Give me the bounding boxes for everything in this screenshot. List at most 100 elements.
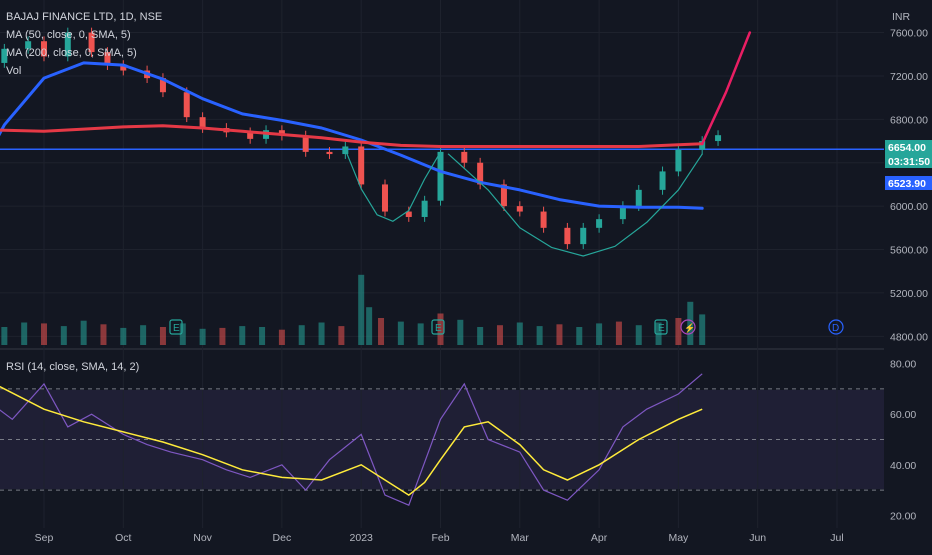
volume-bar [179, 323, 186, 345]
candle-body[interactable] [564, 227, 571, 245]
candle-body[interactable] [675, 149, 682, 172]
volume-bar [140, 325, 147, 345]
candle-body[interactable] [596, 219, 603, 228]
ma50-legend[interactable]: MA (50, close, 0, SMA, 5) [6, 29, 131, 41]
x-tick-label: 2023 [350, 532, 374, 544]
sma-line[interactable] [0, 369, 703, 497]
candle-body[interactable] [477, 162, 484, 185]
candle-body[interactable] [405, 211, 412, 217]
candle-body[interactable] [247, 132, 254, 139]
volume-bar [358, 274, 365, 345]
candle-body[interactable] [715, 135, 722, 142]
rsi-tick-label: 20.00 [890, 510, 916, 522]
svg-text:E: E [435, 323, 442, 334]
volume-bar [417, 323, 424, 345]
candle-body[interactable] [1, 48, 8, 63]
x-tick-label: Nov [193, 532, 212, 544]
volume-bar [635, 325, 642, 345]
volume-bar [699, 314, 706, 345]
volume-bar [675, 318, 682, 345]
candle-body[interactable] [516, 206, 523, 212]
candle-body[interactable] [88, 32, 95, 53]
candle-body[interactable] [358, 146, 365, 185]
volume-bar [615, 321, 622, 345]
candle-body[interactable] [326, 151, 333, 155]
rsi-legend[interactable]: RSI (14, close, SMA, 14, 2) [6, 361, 139, 373]
pattern-arc-2-line[interactable] [447, 153, 703, 257]
candle-body[interactable] [104, 52, 111, 66]
ma-200-close-0-sma-5--line[interactable] [0, 124, 704, 148]
candle-body[interactable] [437, 151, 444, 201]
volume-bar [338, 326, 345, 345]
candle-body[interactable] [64, 32, 71, 57]
candle-body[interactable] [199, 117, 206, 129]
price-plot[interactable] [0, 27, 884, 257]
candle-body[interactable] [635, 189, 642, 207]
countdown-tag [885, 154, 932, 168]
volume-bar [100, 324, 107, 345]
candle-body[interactable] [421, 200, 428, 217]
projection-line[interactable] [700, 31, 752, 146]
rsi-plot[interactable] [0, 369, 703, 506]
volume-bar [437, 313, 444, 345]
volume-bar [556, 324, 563, 345]
earnings-badge[interactable]: E [431, 319, 445, 335]
candle-body[interactable] [580, 227, 587, 245]
candle-body[interactable] [461, 151, 468, 163]
volume-bar [496, 325, 503, 345]
svg-text:D: D [832, 323, 839, 334]
ma-50-close-0-sma-5--line[interactable] [0, 61, 704, 210]
svg-text:⚡: ⚡ [684, 322, 695, 334]
split-badge[interactable]: ⚡ [680, 319, 696, 335]
ma200-legend[interactable]: MA (200, close, 0, SMA, 5) [6, 47, 137, 59]
pattern-arc-1-line[interactable] [344, 149, 442, 222]
volume-bar [536, 326, 543, 345]
x-tick-label: Mar [511, 532, 530, 544]
currency-label: INR [892, 11, 911, 23]
rsi-line[interactable] [0, 369, 703, 506]
x-tick-label: Dec [273, 532, 292, 544]
y-tick-label: 6000.00 [890, 201, 928, 213]
volume-bar [596, 323, 603, 345]
dividend-badge[interactable]: D [828, 319, 844, 335]
candle-body[interactable] [381, 184, 388, 212]
candle-body[interactable] [278, 130, 285, 136]
volume-bar [80, 320, 87, 345]
candle-body[interactable] [619, 206, 626, 220]
earnings-badge[interactable]: E [654, 319, 668, 335]
candle-body[interactable] [183, 92, 190, 118]
volume-bar [21, 322, 28, 345]
earnings-badge[interactable]: E [169, 319, 183, 335]
candle-body[interactable] [25, 41, 32, 49]
level-price-tag [885, 176, 932, 190]
candle-body[interactable] [41, 41, 47, 57]
x-tick-label: Jul [830, 532, 843, 544]
y-tick-label: 5200.00 [890, 288, 928, 300]
candle-body[interactable] [659, 171, 666, 190]
volume-bar [687, 301, 694, 345]
x-tick-label: Oct [115, 532, 131, 544]
candle-body[interactable] [540, 211, 547, 228]
volume-bar [259, 327, 266, 345]
y-tick-label: 4800.00 [890, 331, 928, 343]
volume-bars [1, 274, 706, 345]
volume-bar [120, 327, 127, 345]
rsi-tick-label: 40.00 [890, 460, 916, 472]
volume-legend[interactable]: Vol [6, 65, 21, 77]
candle-body[interactable] [159, 78, 166, 93]
candle-body[interactable] [120, 65, 127, 71]
candle-body[interactable] [500, 184, 507, 207]
volume-bar [366, 307, 373, 345]
candle-body[interactable] [302, 135, 309, 152]
x-tick-label: Sep [35, 532, 54, 544]
candle-body[interactable] [699, 141, 706, 150]
svg-text:E: E [173, 323, 180, 334]
volume-bar [318, 322, 325, 345]
y-tick-label: 7600.00 [890, 28, 928, 40]
volume-bar [239, 326, 246, 345]
volume-bar [278, 329, 285, 345]
volume-bar [159, 327, 166, 345]
